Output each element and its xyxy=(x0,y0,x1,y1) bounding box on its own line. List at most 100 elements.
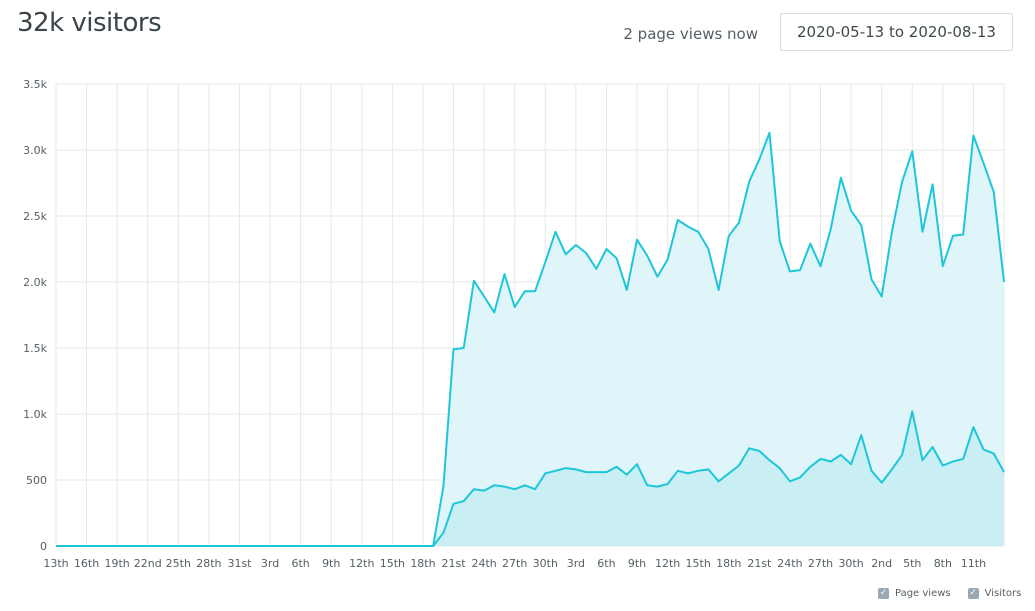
page-title: 32k visitors xyxy=(17,8,162,38)
pageviews-point xyxy=(879,294,885,300)
visitors-point xyxy=(726,470,732,476)
visitors-point xyxy=(675,468,681,474)
x-tick-label: 15th xyxy=(380,557,405,570)
legend-pageviews[interactable]: ✓ Page views xyxy=(878,588,951,599)
visitors-point xyxy=(257,543,263,549)
visitors-point xyxy=(868,468,874,474)
x-tick-label: 21st xyxy=(747,557,772,570)
axis-layer: 13th 16th 19th 22nd 25th 28th 31st 3rd 6th 9th 12t… xyxy=(23,78,986,570)
x-tick-label: 27th xyxy=(502,557,527,570)
pageviews-point xyxy=(767,130,773,136)
pageviews-point xyxy=(960,231,966,237)
visitors-point xyxy=(542,470,548,476)
pageviews-point xyxy=(858,222,864,228)
legend-visitors[interactable]: ✓ Visitors xyxy=(967,588,1021,599)
pageviews-point xyxy=(461,345,467,351)
pageviews-point xyxy=(440,484,446,490)
pageviews-point xyxy=(583,250,589,256)
pageviews-point xyxy=(502,271,508,277)
x-tick-label: 9th xyxy=(628,557,646,570)
x-tick-label: 6th xyxy=(291,557,309,570)
visitors-point xyxy=(828,459,834,465)
pageviews-point xyxy=(491,309,497,315)
pageviews-point xyxy=(828,226,834,232)
pageviews-point xyxy=(716,287,722,293)
visitors-point xyxy=(410,543,416,549)
line-layer xyxy=(53,130,1005,549)
visitors-point xyxy=(247,543,253,549)
visitors-point xyxy=(461,498,467,504)
visitors-line xyxy=(56,410,1005,547)
pageviews-point xyxy=(644,253,650,259)
visitors-point xyxy=(930,444,936,450)
visitors-point xyxy=(420,543,426,549)
visitors-point xyxy=(644,482,650,488)
pageviews-point xyxy=(899,179,905,185)
visitors-point xyxy=(287,543,293,549)
visitors-point xyxy=(797,474,803,480)
visitors-point xyxy=(155,543,161,549)
realtime-pageviews-text[interactable]: 2 page views now xyxy=(623,25,758,43)
pageviews-point xyxy=(889,229,895,235)
x-tick-label: 21st xyxy=(442,557,467,570)
x-tick-label: 27th xyxy=(808,557,833,570)
y-tick-label: 0 xyxy=(40,540,47,553)
visitors-point xyxy=(175,543,181,549)
visitors-point xyxy=(94,543,100,549)
visitors-point xyxy=(369,543,375,549)
x-tick-label: 28th xyxy=(196,557,221,570)
x-tick-label: 30th xyxy=(533,557,558,570)
visitors-point xyxy=(532,486,538,492)
x-tick-label: 24th xyxy=(471,557,496,570)
visitors-point xyxy=(53,543,59,549)
visitors-point xyxy=(104,543,110,549)
y-tick-label: 3.5k xyxy=(23,78,47,91)
visitors-area xyxy=(56,411,1004,546)
x-tick-label: 13th xyxy=(43,557,68,570)
visitors-point xyxy=(960,456,966,462)
visitors-point xyxy=(777,465,783,471)
visitors-point xyxy=(216,543,222,549)
pageviews-point xyxy=(970,132,976,138)
checkbox-checked-icon[interactable]: ✓ xyxy=(878,588,889,599)
visitors-point xyxy=(114,543,120,549)
pageviews-point xyxy=(471,278,477,284)
visitors-point xyxy=(165,543,171,549)
pageviews-point xyxy=(603,246,609,252)
visitors-point xyxy=(389,543,395,549)
visitors-point xyxy=(308,543,314,549)
x-tick-label: 18th xyxy=(716,557,741,570)
x-tick-label: 9th xyxy=(322,557,340,570)
visitors-point xyxy=(970,424,976,430)
x-tick-label: 24th xyxy=(777,557,802,570)
x-tick-label: 22nd xyxy=(134,557,162,570)
legend-label-pageviews: Page views xyxy=(895,588,951,599)
pageviews-point xyxy=(512,304,518,310)
x-tick-label: 12th xyxy=(655,557,680,570)
date-range-label: 2020-05-13 to 2020-08-13 xyxy=(797,23,996,41)
pageviews-point xyxy=(563,251,569,257)
visitors-point xyxy=(899,452,905,458)
pageviews-point xyxy=(552,229,558,235)
visitors-point xyxy=(430,543,436,549)
visitors-point xyxy=(603,469,609,475)
visitors-point xyxy=(145,543,151,549)
visitors-point xyxy=(236,543,242,549)
visitors-point xyxy=(471,486,477,492)
checkbox-checked-icon[interactable]: ✓ xyxy=(967,588,979,599)
x-tick-label: 11th xyxy=(961,557,986,570)
visitors-point xyxy=(400,543,406,549)
visitors-point xyxy=(736,462,742,468)
y-tick-label: 2.5k xyxy=(23,210,47,223)
pageviews-point xyxy=(736,220,742,226)
visitors-point xyxy=(481,488,487,494)
visitors-point xyxy=(848,461,854,467)
y-tick-label: 1.0k xyxy=(23,408,47,421)
pageviews-point xyxy=(940,263,946,269)
date-range-picker[interactable]: 2020-05-13 to 2020-08-13 xyxy=(780,13,1013,51)
visitors-point xyxy=(614,464,620,470)
x-tick-label: 8th xyxy=(934,557,952,570)
y-tick-label: 1.5k xyxy=(23,342,47,355)
pageviews-area xyxy=(56,132,1004,547)
